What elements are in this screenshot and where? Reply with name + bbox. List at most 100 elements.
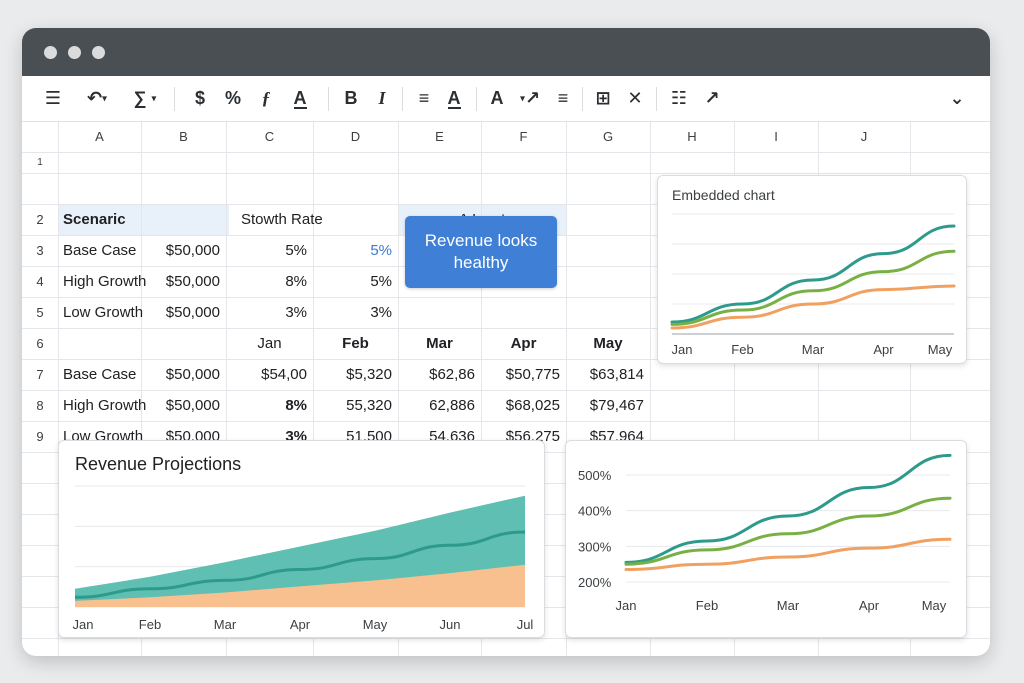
cell-c6[interactable]: Jan: [257, 335, 282, 352]
minimize-window-button[interactable]: [68, 46, 81, 59]
cell-c7[interactable]: $54,00: [261, 366, 307, 383]
row-header-7[interactable]: 7: [36, 367, 44, 382]
x-tick-label: Mar: [214, 617, 237, 632]
maximize-window-button[interactable]: [92, 46, 105, 59]
grid-line: [22, 359, 990, 360]
cell-c2[interactable]: Stowth Rate: [241, 211, 323, 228]
row-header-3[interactable]: 3: [36, 243, 44, 258]
grid-line: [226, 122, 227, 656]
cell-g7[interactable]: $63,814: [589, 366, 644, 383]
grid-line: [650, 122, 651, 656]
chart-glyph: ↗: [524, 88, 541, 108]
toolbar: ☰ ↶▾ ∑ ▾ $ % ƒ A B I ≡ A A ▾↗ ≡ ⊞ ✕ ☷ ↗ …: [22, 76, 990, 122]
valign-icon[interactable]: ≡: [557, 88, 569, 108]
undo-icon[interactable]: ↶▾: [86, 88, 108, 108]
cell-f6[interactable]: Apr: [510, 335, 537, 352]
italic-icon[interactable]: I: [378, 88, 386, 108]
column-header-d[interactable]: D: [350, 129, 361, 144]
row-header-8[interactable]: 8: [36, 398, 44, 413]
undo-glyph: ↶: [86, 88, 103, 108]
function-icon[interactable]: ƒ: [261, 88, 271, 108]
cell-a7[interactable]: Base Case: [63, 366, 137, 383]
cell-g6[interactable]: May: [593, 335, 623, 352]
cell-c3[interactable]: 5%: [285, 242, 307, 259]
column-header-b[interactable]: B: [179, 129, 188, 144]
cell-a5[interactable]: Low Growth: [63, 304, 144, 321]
x-tick-label: Jan: [73, 617, 94, 632]
spreadsheet-window: ☰ ↶▾ ∑ ▾ $ % ƒ A B I ≡ A A ▾↗ ≡ ⊞ ✕ ☷ ↗ …: [22, 28, 990, 656]
cell-a2[interactable]: Scenaric: [63, 211, 126, 228]
clear-format-icon[interactable]: ✕: [627, 88, 643, 108]
text-color-icon[interactable]: A: [288, 86, 312, 110]
cell-f8[interactable]: $68,025: [505, 397, 560, 414]
column-header-e[interactable]: E: [435, 129, 444, 144]
close-window-button[interactable]: [44, 46, 57, 59]
cell-d3[interactable]: 5%: [370, 242, 392, 259]
text-color-glyph: A: [293, 88, 307, 109]
cell-b4[interactable]: $50,000: [165, 273, 220, 290]
cell-a3[interactable]: Base Case: [63, 242, 137, 259]
row-header-2[interactable]: 2: [36, 212, 44, 227]
sum-icon[interactable]: ∑ ▾: [133, 88, 157, 108]
cell-b5[interactable]: $50,000: [165, 304, 220, 321]
revenue-healthy-button[interactable]: Revenue looks healthy: [405, 216, 557, 288]
align-icon[interactable]: ≡: [418, 88, 430, 108]
cell-e6[interactable]: Mar: [426, 335, 453, 352]
chevron-down-icon[interactable]: ⌄: [949, 88, 965, 108]
font-icon[interactable]: A: [490, 88, 504, 108]
cell-c4[interactable]: 8%: [285, 273, 307, 290]
projection-line: [74, 530, 526, 599]
revenue-projections-chart[interactable]: Revenue Projections Jan Feb Mar Apr May Jun Ju…: [58, 440, 545, 638]
cell-b3[interactable]: $50,000: [165, 242, 220, 259]
column-header-a[interactable]: A: [95, 129, 104, 144]
series-line-2: [624, 537, 952, 571]
bold-icon[interactable]: B: [344, 88, 358, 108]
chart-icon[interactable]: ▾↗: [519, 88, 541, 108]
cell-a4[interactable]: High Growth: [63, 273, 147, 290]
column-header-c[interactable]: C: [264, 129, 275, 144]
cell-b8[interactable]: $50,000: [165, 397, 220, 414]
column-header-h[interactable]: H: [687, 129, 697, 144]
row-header-9[interactable]: 9: [36, 429, 44, 444]
row-header-1[interactable]: 1: [37, 157, 43, 168]
growth-percent-chart[interactable]: 500% 400% 300% 200% Jan Feb Mar Apr May: [565, 440, 967, 638]
toolbar-divider: [174, 87, 175, 111]
grid-line: [22, 390, 990, 391]
trend-icon[interactable]: ↗: [704, 88, 720, 108]
x-tick-label: Apr: [290, 617, 311, 632]
cell-d8[interactable]: 55,320: [346, 397, 392, 414]
row-header-4[interactable]: 4: [36, 274, 44, 289]
series-line-0: [670, 224, 956, 324]
cell-d6[interactable]: Feb: [342, 335, 369, 352]
cell-f7[interactable]: $50,775: [505, 366, 560, 383]
cell-g8[interactable]: $79,467: [589, 397, 644, 414]
column-header-g[interactable]: G: [602, 129, 614, 144]
cell-d4[interactable]: 5%: [370, 273, 392, 290]
font-color-icon[interactable]: A: [442, 86, 466, 110]
embedded-chart[interactable]: Embedded chart Jan Feb Mar Apr May: [657, 175, 967, 364]
toolbar-divider: [656, 87, 657, 111]
cell-e7[interactable]: $62,86: [429, 366, 475, 383]
column-header-f[interactable]: F: [519, 129, 528, 144]
grid-line: [22, 173, 990, 174]
cell-e8[interactable]: 62,886: [429, 397, 475, 414]
currency-icon[interactable]: $: [194, 88, 205, 108]
cell-a8[interactable]: High Growth: [63, 397, 147, 414]
cell-c5[interactable]: 3%: [285, 304, 307, 321]
column-header-j[interactable]: J: [860, 129, 868, 144]
cell-c8[interactable]: 8%: [285, 397, 307, 414]
cell-d5[interactable]: 3%: [370, 304, 392, 321]
row-header-6[interactable]: 6: [36, 336, 44, 351]
cell-b7[interactable]: $50,000: [165, 366, 220, 383]
column-header-i[interactable]: I: [774, 129, 778, 144]
cell-d7[interactable]: $5,320: [346, 366, 392, 383]
row-header-5[interactable]: 5: [36, 305, 44, 320]
grid-line: [734, 122, 735, 656]
y-tick-label: 500%: [578, 468, 612, 483]
borders-icon[interactable]: ⊞: [595, 88, 611, 108]
button-line-1: Revenue looks: [424, 231, 538, 250]
grid-line: [22, 297, 990, 298]
list-icon[interactable]: ☷: [670, 88, 688, 108]
menu-icon[interactable]: ☰: [44, 88, 62, 108]
percent-icon[interactable]: %: [224, 88, 241, 108]
